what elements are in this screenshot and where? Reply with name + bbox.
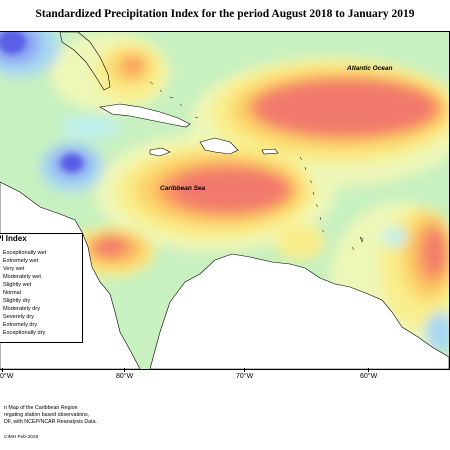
footnote-line: n Map of the Caribbean Region (4, 405, 78, 411)
credit-line: CIMH Feb-2019 (4, 435, 39, 440)
spi-field (0, 32, 449, 362)
legend-item: Extremely wet (3, 258, 39, 264)
legend-item: Extremely dry (3, 322, 38, 328)
longitude-tick: 70°W (236, 373, 254, 380)
legend-item: Moderately dry (3, 306, 40, 312)
longitude-tick: 0°W (0, 373, 14, 380)
footnote-line: regating station based observations, (4, 412, 90, 418)
longitude-tick: 80°W (116, 373, 134, 380)
legend-item: Normal (3, 290, 22, 296)
tick-mark (2, 368, 3, 372)
spi-map: Atlantic Ocean Caribbean Sea (0, 31, 450, 370)
atlantic-ocean-label: Atlantic Ocean (346, 65, 393, 72)
longitude-tick: 60°W (360, 373, 378, 380)
caribbean-sea-label: Caribbean Sea (160, 185, 206, 192)
legend-item: Exceptionally wet (3, 250, 47, 256)
legend-item: Severely dry (3, 314, 35, 320)
spi-legend: PI Index Exceptionally wet Extremely wet… (0, 233, 83, 343)
legend-item: Slightly wet (3, 282, 32, 288)
legend-item: Exceptionally dry (3, 330, 46, 336)
map-title: Standardized Precipitation Index for the… (35, 8, 415, 20)
legend-item: Very wet (3, 266, 25, 272)
tick-mark (244, 368, 245, 372)
lesser-antilles (149, 81, 364, 251)
spi-map-canvas: Atlantic Ocean Caribbean Sea (0, 32, 449, 369)
legend-item: Slightly dry (3, 298, 31, 304)
legend-title: PI Index (0, 234, 27, 243)
legend-item: Moderately wet (3, 274, 41, 280)
footnote-line: DF, with NCEP/NCAR Reanalysis Data. (4, 419, 98, 425)
tick-mark (124, 368, 125, 372)
tick-mark (368, 368, 369, 372)
